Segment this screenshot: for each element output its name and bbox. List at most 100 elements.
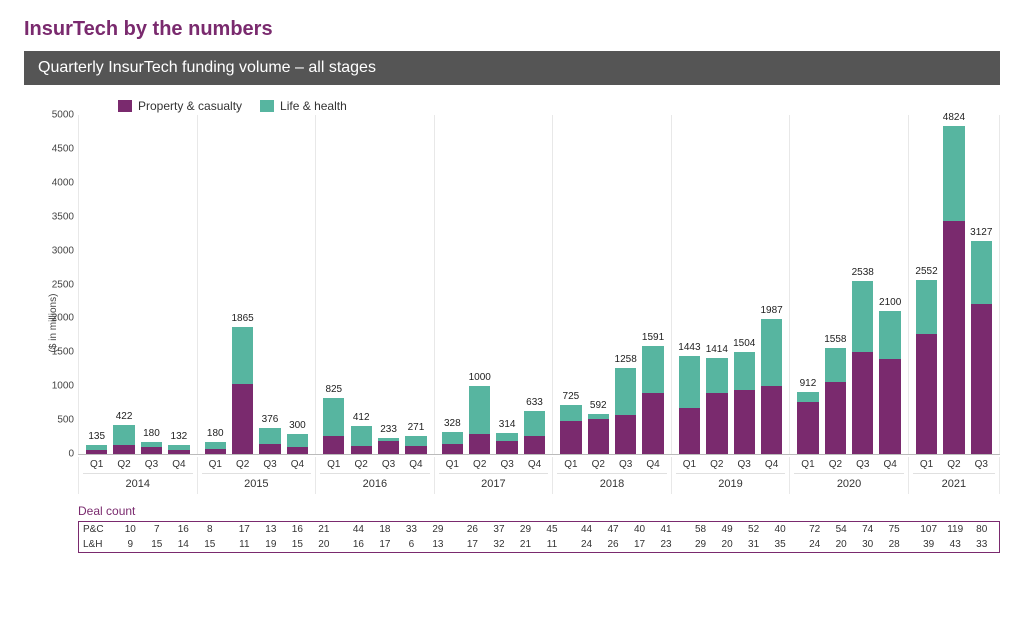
bar-total-label: 328 [444,418,461,429]
y-tick: 1500 [36,347,74,358]
deal-cell: 29 [687,537,714,552]
bar-total-label: 376 [262,414,279,425]
bar-column: 3127 [968,115,995,454]
x-year-block: Q1Q2Q3Q42020 [790,457,909,494]
x-quarter-label: Q4 [876,457,903,470]
bar-total-label: 825 [325,384,342,395]
bar-column: 1987 [758,115,785,454]
deal-cell: 75 [881,522,908,537]
deal-row: L&H9151415111915201617613173221112426172… [79,537,999,552]
x-quarter-label: Q2 [703,457,730,470]
bar-column: 1414 [703,115,730,454]
deal-cell: 10 [117,522,144,537]
deal-row: P&C1071681713162144183329263729454447404… [79,522,999,537]
bar-total-label: 422 [116,411,133,422]
bar-segment-lh [323,398,344,436]
deal-cell: 15 [144,537,171,552]
bar-column: 1504 [731,115,758,454]
bar-total-label: 2538 [852,267,874,278]
deal-cell: 43 [942,537,969,552]
bar-column: 4824 [940,115,967,454]
bar-segment-pc [86,450,107,454]
x-year-label: 2020 [794,473,904,494]
bar-total-label: 3127 [970,227,992,238]
y-tick: 4500 [36,143,74,154]
deal-cell: 11 [231,537,258,552]
deal-row-label: L&H [79,537,113,552]
bar-stack: 1591 [642,346,663,454]
bar-column: 180 [138,115,165,454]
deal-cell: 32 [486,537,513,552]
deal-cell: 52 [740,522,767,537]
bar-column: 633 [521,115,548,454]
deal-cell: 6 [398,537,425,552]
x-quarter-label: Q4 [165,457,192,470]
bar-segment-lh [469,386,490,434]
x-year-label: 2021 [913,473,995,494]
bar-column: 233 [375,115,402,454]
deal-cell: 20 [311,537,338,552]
x-quarter-label: Q3 [849,457,876,470]
bar-column: 135 [83,115,110,454]
deal-cell: 45 [539,522,566,537]
bar-stack: 180 [205,442,226,454]
bar-total-label: 592 [590,400,607,411]
chart-area: ($ in millions) Property & casualtyLife … [24,93,1000,553]
bar-segment-pc [588,419,609,454]
x-year-block: Q1Q2Q3Q42014 [78,457,198,494]
deal-cell: 13 [425,537,452,552]
deal-cell: 44 [345,522,372,537]
y-tick: 4000 [36,177,74,188]
x-year-label: 2015 [202,473,312,494]
y-tick: 2500 [36,279,74,290]
bar-stack: 1558 [825,348,846,454]
bar-column: 1443 [676,115,703,454]
x-year-block: Q1Q2Q3Q42018 [553,457,672,494]
bar-stack: 825 [323,398,344,454]
bar-total-label: 314 [499,419,516,430]
deal-cell: 16 [284,522,311,537]
deal-cell: 35 [767,537,794,552]
deal-cell: 17 [459,537,486,552]
page-title: InsurTech by the numbers [24,18,1000,41]
bar-segment-lh [679,356,700,408]
bar-column: 725 [557,115,584,454]
x-quarter-label: Q3 [731,457,758,470]
deal-cell: 15 [197,537,224,552]
bar-total-label: 1258 [615,354,637,365]
bar-segment-pc [205,449,226,454]
deal-count-table: P&C1071681713162144183329263729454447404… [78,521,1000,553]
bar-total-label: 4824 [943,112,965,123]
deal-cell: 47 [600,522,627,537]
bar-stack: 180 [141,442,162,454]
bar-segment-pc [679,408,700,454]
bar-column: 180 [202,115,229,454]
legend-swatch [118,100,132,112]
deal-cell: 16 [345,537,372,552]
bar-stack: 3127 [971,241,992,454]
bar-segment-lh [971,241,992,304]
bar-column: 1000 [466,115,493,454]
deal-cell: 30 [854,537,881,552]
bar-column: 2552 [913,115,940,454]
bar-segment-lh [615,368,636,415]
x-quarter-label: Q1 [794,457,821,470]
bar-segment-pc [971,304,992,454]
deal-cell: 80 [968,522,995,537]
bar-segment-pc [351,446,372,454]
bar-stack: 314 [496,433,517,454]
bar-segment-lh [706,358,727,393]
deal-cell: 11 [539,537,566,552]
deal-cell: 49 [714,522,741,537]
bar-segment-pc [469,434,490,454]
legend-item: Property & casualty [118,99,242,113]
year-group: 1801865376300 [198,115,317,454]
bar-total-label: 1443 [678,342,700,353]
bar-stack: 633 [524,411,545,454]
bar-column: 2100 [876,115,903,454]
x-quarter-label: Q2 [466,457,493,470]
bar-segment-pc [761,386,782,454]
legend-label: Property & casualty [138,99,242,113]
bar-segment-lh [232,327,253,384]
bar-column: 825 [320,115,347,454]
